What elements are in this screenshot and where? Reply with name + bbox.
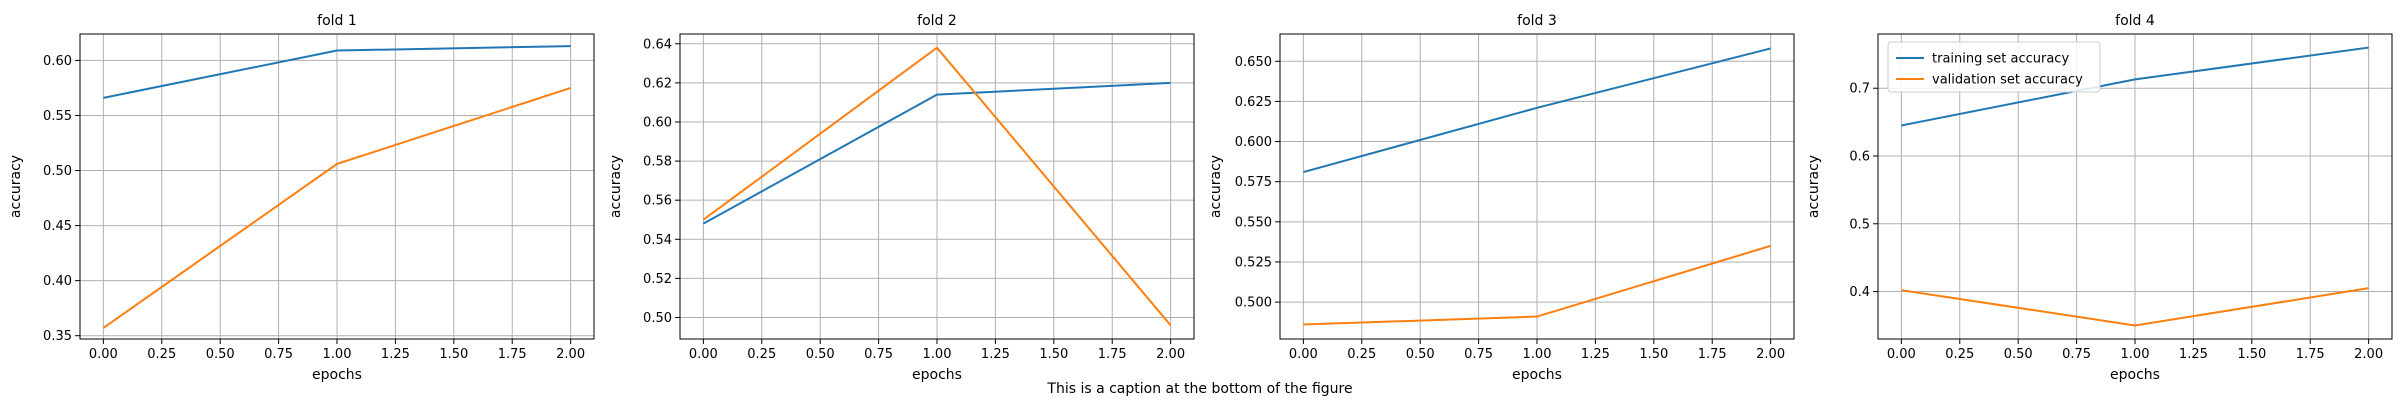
x-tick-label: 1.00 bbox=[1523, 347, 1552, 362]
series-line-validation bbox=[1901, 287, 2369, 327]
chart-title: fold 4 bbox=[2115, 13, 2155, 29]
y-tick-label: 0.650 bbox=[1235, 55, 1272, 70]
y-tick-label: 0.58 bbox=[643, 155, 672, 170]
axes-frame bbox=[79, 33, 595, 340]
x-tick-label: 1.50 bbox=[1639, 347, 1668, 362]
x-tick-label: 0.00 bbox=[89, 347, 118, 362]
y-tick-label: 0.35 bbox=[43, 329, 72, 344]
x-axis-label: epochs bbox=[312, 367, 362, 383]
y-tick-label: 0.550 bbox=[1235, 215, 1272, 230]
y-tick-label: 0.7 bbox=[1849, 82, 1870, 97]
x-tick-label: 0.75 bbox=[2062, 347, 2091, 362]
y-tick-label: 0.52 bbox=[643, 272, 672, 287]
series-line-training bbox=[702, 81, 1171, 225]
series-line-training bbox=[1901, 46, 2369, 127]
x-tick-label: 0.50 bbox=[206, 347, 235, 362]
y-tick-label: 0.62 bbox=[643, 76, 672, 91]
x-tick-label: 1.50 bbox=[1039, 347, 1068, 362]
axes-frame bbox=[679, 33, 1195, 340]
y-tick-label: 0.64 bbox=[643, 37, 672, 52]
x-tick-label: 0.75 bbox=[1464, 347, 1493, 362]
y-axis-label: accuracy bbox=[1208, 155, 1224, 218]
axes-frame bbox=[1279, 33, 1795, 340]
x-tick-label: 1.25 bbox=[1581, 347, 1610, 362]
y-axis-label: accuracy bbox=[8, 155, 24, 218]
legend-label: training set accuracy bbox=[1932, 52, 2069, 67]
x-tick-label: 1.25 bbox=[981, 347, 1010, 362]
chart-fold-1: 0.00 0.25 0.50 0.75 1.00 1.25 1.50 1.75 2.00 0.35… bbox=[8, 13, 595, 383]
series-line-validation bbox=[1303, 244, 1771, 326]
y-tick-label: 0.50 bbox=[643, 311, 672, 326]
series-line-validation bbox=[102, 86, 571, 329]
chart-fold-2: 0.00 0.25 0.50 0.75 1.00 1.25 1.50 1.75 2.00 0.50… bbox=[608, 13, 1195, 383]
x-tick-label: 1.00 bbox=[323, 347, 352, 362]
legend-label: validation set accuracy bbox=[1932, 73, 2083, 88]
chart-title: fold 2 bbox=[917, 13, 957, 29]
y-tick-label: 0.60 bbox=[43, 54, 72, 69]
x-tick-label: 1.25 bbox=[381, 347, 410, 362]
series-line-training bbox=[1303, 47, 1771, 174]
x-tick-label: 2.00 bbox=[556, 347, 585, 362]
x-tick-label: 0.75 bbox=[864, 347, 893, 362]
x-tick-label: 0.50 bbox=[2004, 347, 2033, 362]
x-tick-label: 0.25 bbox=[1347, 347, 1376, 362]
chart-legend: training set accuracy validation set accu… bbox=[1887, 41, 2101, 93]
x-tick-label: 0.00 bbox=[1887, 347, 1916, 362]
x-tick-label: 1.00 bbox=[923, 347, 952, 362]
y-tick-label: 0.600 bbox=[1235, 135, 1272, 150]
y-tick-label: 0.500 bbox=[1235, 296, 1272, 311]
x-tick-label: 1.75 bbox=[498, 347, 527, 362]
x-tick-label: 2.00 bbox=[2354, 347, 2383, 362]
chart-fold-3: 0.00 0.25 0.50 0.75 1.00 1.25 1.50 1.75 2.00 0.50… bbox=[1208, 13, 1795, 383]
axes-frame bbox=[1877, 33, 2393, 340]
x-tick-label: 0.00 bbox=[1289, 347, 1318, 362]
x-axis-label: epochs bbox=[912, 367, 962, 383]
y-tick-label: 0.6 bbox=[1849, 150, 1870, 165]
x-tick-label: 1.50 bbox=[439, 347, 468, 362]
y-axis-label: accuracy bbox=[1806, 155, 1822, 218]
y-tick-label: 0.40 bbox=[43, 274, 72, 289]
series-line-training bbox=[103, 45, 571, 99]
chart-title: fold 3 bbox=[1517, 13, 1557, 29]
y-tick-label: 0.50 bbox=[43, 164, 72, 179]
y-axis-label: accuracy bbox=[608, 155, 624, 218]
x-tick-label: 0.00 bbox=[689, 347, 718, 362]
x-tick-label: 2.00 bbox=[1756, 347, 1785, 362]
y-tick-label: 0.60 bbox=[643, 115, 672, 130]
x-tick-label: 2.00 bbox=[1156, 347, 1185, 362]
x-tick-label: 1.75 bbox=[1698, 347, 1727, 362]
legend-box bbox=[1887, 41, 2101, 93]
x-tick-label: 1.75 bbox=[2296, 347, 2325, 362]
y-tick-label: 0.56 bbox=[643, 194, 672, 209]
y-tick-label: 0.55 bbox=[43, 109, 72, 124]
x-tick-label: 0.50 bbox=[1406, 347, 1435, 362]
x-tick-label: 1.50 bbox=[2237, 347, 2266, 362]
x-axis-label: epochs bbox=[2110, 367, 2160, 383]
y-tick-label: 0.5 bbox=[1849, 217, 1870, 232]
x-tick-label: 1.00 bbox=[2121, 347, 2150, 362]
x-tick-label: 0.25 bbox=[147, 347, 176, 362]
y-tick-label: 0.4 bbox=[1849, 285, 1870, 300]
x-tick-label: 0.25 bbox=[747, 347, 776, 362]
x-tick-label: 0.75 bbox=[264, 347, 293, 362]
x-tick-label: 1.75 bbox=[1098, 347, 1127, 362]
chart-title: fold 1 bbox=[317, 13, 357, 29]
charts-container: 0.00 0.25 0.50 0.75 1.00 1.25 1.50 1.75 2.00 0.35… bbox=[8, 13, 2393, 383]
chart-fold-4: 0.00 0.25 0.50 0.75 1.00 1.25 1.50 1.75 2.00 0.4 0… bbox=[1806, 13, 2393, 383]
series-line-validation bbox=[702, 46, 1172, 326]
figure-caption: This is a caption at the bottom of the f… bbox=[1046, 381, 1352, 397]
x-tick-label: 0.50 bbox=[806, 347, 835, 362]
y-tick-label: 0.54 bbox=[643, 233, 672, 248]
y-tick-label: 0.525 bbox=[1235, 255, 1272, 270]
y-tick-label: 0.625 bbox=[1235, 95, 1272, 110]
x-tick-label: 1.25 bbox=[2179, 347, 2208, 362]
y-tick-label: 0.575 bbox=[1235, 175, 1272, 190]
x-axis-label: epochs bbox=[1512, 367, 1562, 383]
x-tick-label: 0.25 bbox=[1945, 347, 1974, 362]
y-tick-label: 0.45 bbox=[43, 219, 72, 234]
